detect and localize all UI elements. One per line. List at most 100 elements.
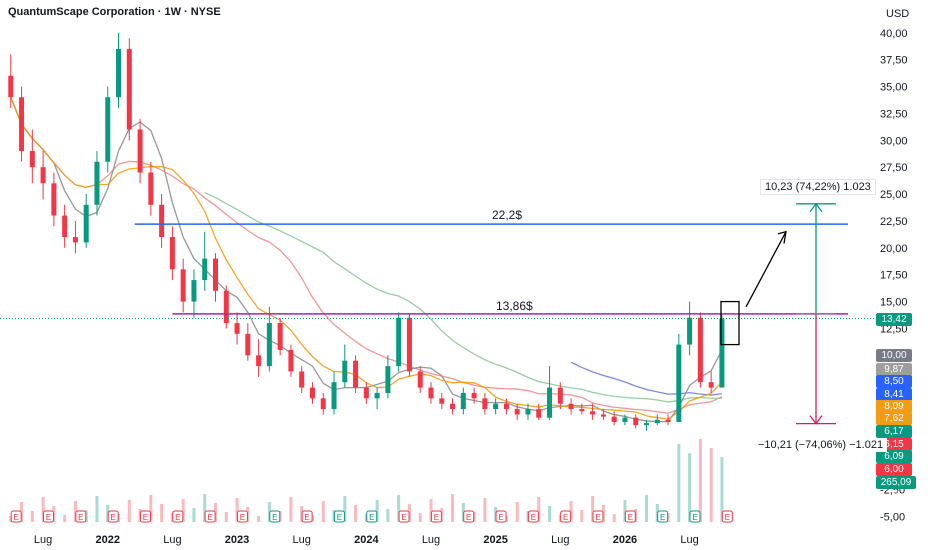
earnings-marker <box>657 510 669 523</box>
candle-body <box>590 411 596 415</box>
y-tick-label: 30,00 <box>880 135 908 147</box>
volume-bar <box>537 497 541 522</box>
earnings-marker-letter: E <box>369 513 374 522</box>
candle-body <box>331 382 337 410</box>
volume-bar <box>160 504 164 522</box>
candle-body <box>514 409 520 415</box>
earnings-marker-letter: E <box>434 513 439 522</box>
x-tick-label: 2023 <box>225 534 249 546</box>
earnings-marker <box>42 510 54 523</box>
candle-body <box>29 151 35 168</box>
candle-body <box>460 392 466 410</box>
y-tick-label: 17,50 <box>880 270 908 282</box>
candle-body <box>557 387 563 404</box>
x-tick-label: 2026 <box>613 534 637 546</box>
earnings-marker <box>560 510 572 523</box>
candle-body <box>202 258 208 281</box>
candle-body <box>676 344 682 422</box>
volume-bar <box>548 506 552 522</box>
earnings-marker-letter: E <box>272 513 277 522</box>
currency-label[interactable]: USD <box>886 8 910 20</box>
candle-body <box>72 237 78 243</box>
earnings-marker <box>107 510 119 523</box>
candle-body <box>245 333 251 356</box>
earnings-marker <box>75 510 87 523</box>
candle-body <box>536 409 542 418</box>
y-tick-label: -5,00 <box>880 512 905 524</box>
earnings-marker-letter: E <box>337 513 342 522</box>
y-tick-label: 35,00 <box>880 82 908 94</box>
measure-down-arrowhead <box>809 415 823 425</box>
volume-bar <box>612 514 616 522</box>
earnings-marker-letter: E <box>13 513 18 522</box>
level-label-blue: 22,2$ <box>492 208 523 222</box>
volume-bar <box>645 495 648 522</box>
earnings-marker-letter: E <box>660 513 665 522</box>
ma-green-line <box>204 192 722 403</box>
volume-bar <box>41 497 45 522</box>
candle-body <box>471 392 477 399</box>
y-tick-label: 27,50 <box>880 162 908 174</box>
volume-bar <box>418 513 422 522</box>
candle-body <box>159 204 165 238</box>
volume-bar <box>354 505 358 522</box>
candle-body <box>568 403 574 410</box>
earnings-marker-letter: E <box>46 513 51 522</box>
price-badge: 9,87 <box>876 362 912 376</box>
x-tick-label: Lug <box>163 534 181 546</box>
volume-bar <box>591 496 595 522</box>
x-tick-label: Lug <box>293 534 311 546</box>
earnings-marker <box>495 510 507 523</box>
earnings-marker-letter: E <box>595 513 600 522</box>
y-tick-label: 40,00 <box>880 28 908 40</box>
price-badge: 7,62 <box>876 412 912 426</box>
candle-body <box>191 280 197 302</box>
earnings-marker-letter: E <box>240 513 245 522</box>
earnings-marker <box>333 510 345 523</box>
volume-bar <box>397 495 401 522</box>
earnings-marker <box>301 510 313 523</box>
candle-body <box>719 318 725 388</box>
earnings-marker-letter: E <box>207 513 212 522</box>
x-tick-label: Lug <box>680 534 698 546</box>
x-tick-label: Lug <box>422 534 440 546</box>
candle-body <box>611 416 617 422</box>
candle-body <box>654 419 660 424</box>
price-badge: 8,41 <box>876 387 912 401</box>
earnings-marker-letter: E <box>110 513 115 522</box>
candle-body <box>62 215 68 238</box>
volume-bar <box>257 516 261 522</box>
candle-body <box>180 269 186 302</box>
candle-body <box>428 387 434 399</box>
candle-body <box>439 398 445 404</box>
volume-bar <box>429 499 433 522</box>
volume-bar <box>515 502 519 522</box>
candle-body <box>600 414 606 417</box>
candle-body <box>450 403 456 410</box>
candle-body <box>406 317 412 372</box>
y-tick-label: 25,00 <box>880 189 908 201</box>
candle-body <box>396 317 402 367</box>
candle-body <box>482 398 488 410</box>
y-tick-label: 22,50 <box>880 216 908 228</box>
volume-bar <box>580 510 584 522</box>
earnings-marker-letter: E <box>466 513 471 522</box>
volume-bar <box>375 500 379 522</box>
candle-body <box>8 75 14 98</box>
earnings-marker-letter: E <box>401 513 406 522</box>
volume-bar <box>698 439 702 522</box>
candle-body <box>277 323 283 350</box>
volume-bar <box>720 457 724 522</box>
candle-body <box>256 355 262 367</box>
earnings-marker-letter: E <box>78 513 83 522</box>
earnings-marker <box>430 510 442 523</box>
volume-bar <box>483 498 487 522</box>
earnings-marker <box>398 510 410 523</box>
price-badge: 8,09 <box>876 399 912 413</box>
earnings-marker <box>463 510 475 523</box>
candle-body <box>342 360 348 383</box>
candle-body <box>234 323 240 334</box>
earnings-marker <box>269 510 281 523</box>
candle-body <box>708 382 714 388</box>
